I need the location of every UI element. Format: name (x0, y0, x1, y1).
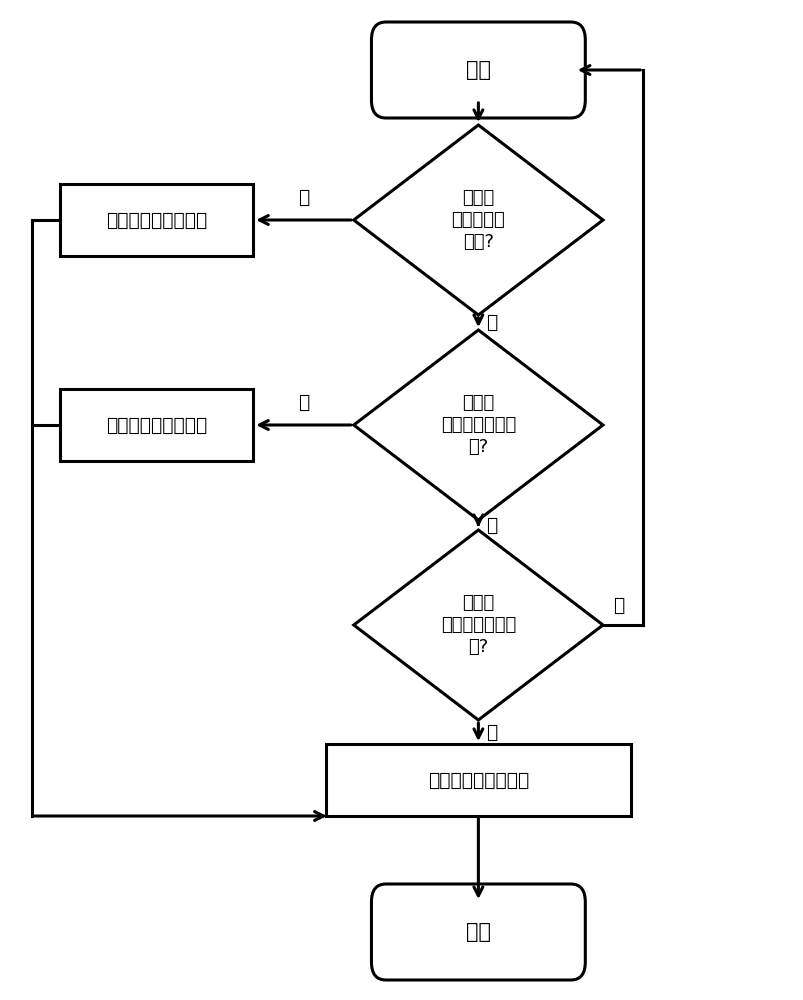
Text: 结束: 结束 (465, 922, 491, 942)
Text: 第二层继电保护策略: 第二层继电保护策略 (106, 416, 207, 434)
Polygon shape (353, 330, 602, 520)
Polygon shape (353, 530, 602, 720)
FancyBboxPatch shape (371, 884, 585, 980)
Bar (60, 389, 253, 461)
Text: 开始: 开始 (465, 60, 491, 80)
Text: 电压补
偿器是否发生故
障?: 电压补 偿器是否发生故 障? (440, 594, 516, 656)
Text: 是: 是 (486, 722, 497, 742)
Text: 否: 否 (612, 596, 623, 615)
Bar (60, 184, 253, 256)
Text: 第三层继电保护策略: 第三层继电保护策略 (106, 211, 207, 230)
Text: 否: 否 (486, 313, 497, 332)
Text: 是: 是 (298, 188, 308, 207)
Polygon shape (353, 125, 602, 315)
FancyBboxPatch shape (371, 22, 585, 118)
Text: 电流补
偿器是否发生故
障?: 电流补 偿器是否发生故 障? (440, 394, 516, 456)
Text: 是: 是 (298, 393, 308, 412)
Text: 主变压
器是否发生
故障?: 主变压 器是否发生 故障? (451, 189, 504, 251)
Text: 否: 否 (486, 516, 497, 534)
Text: 第一层继电保护策略: 第一层继电保护策略 (427, 770, 528, 790)
Bar (325, 744, 630, 816)
